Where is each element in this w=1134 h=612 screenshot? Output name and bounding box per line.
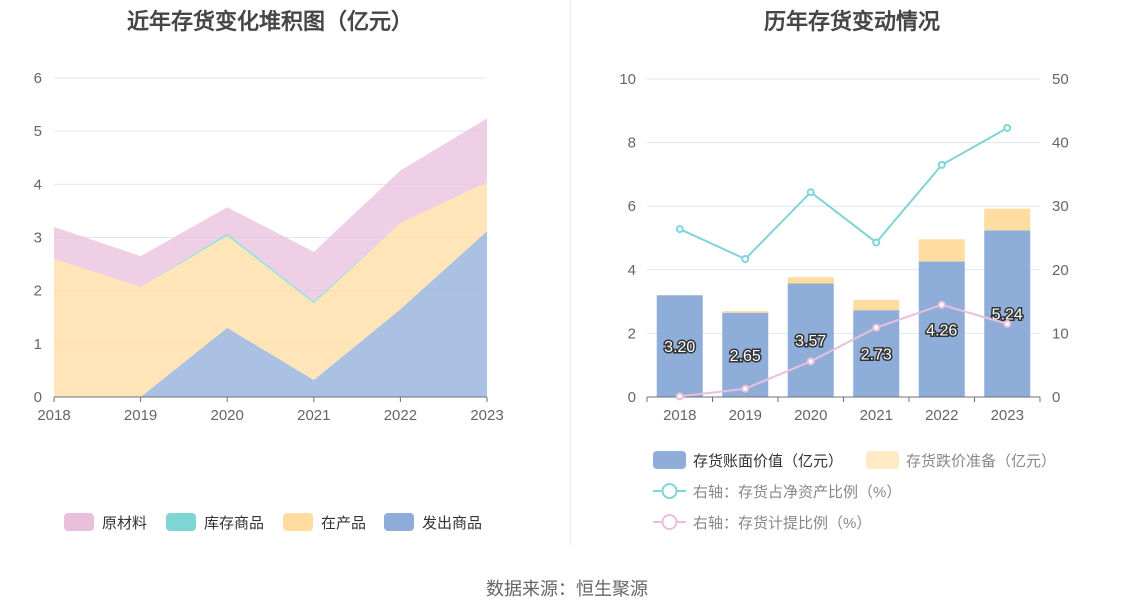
bar-存货跌价准备（亿元） [853, 300, 900, 311]
y2-tick-label: 10 [1052, 325, 1069, 342]
legend-label: 右轴：存货占净资产比例（%） [693, 484, 901, 501]
x-tick-label: 2020 [211, 407, 244, 424]
line-point [1003, 319, 1012, 328]
bar-data-label: 5.24 [992, 307, 1023, 324]
panel-divider [570, 0, 571, 545]
legend-swatch [653, 451, 686, 469]
legend-label: 原材料 [102, 515, 147, 532]
bar-存货跌价准备（亿元） [787, 277, 834, 284]
bar-存货账面价值（亿元） [787, 283, 834, 397]
y2-tick-label: 30 [1052, 198, 1069, 215]
legend-swatch [866, 451, 899, 469]
line-point [675, 392, 684, 401]
line-右轴：存货占净资产比例（%） [679, 127, 1008, 261]
line-point [675, 225, 684, 234]
bar-存货跌价准备（亿元） [722, 311, 769, 313]
legend-label: 在产品 [321, 515, 366, 532]
x-tick-label: 2019 [729, 407, 762, 424]
line-point [937, 300, 946, 309]
x-tick-label: 2021 [297, 407, 330, 424]
x-tick-label: 2023 [470, 407, 503, 424]
x-tick-label: 2019 [124, 407, 157, 424]
line-point [806, 357, 815, 366]
legend-label: 库存商品 [204, 515, 264, 532]
x-tick-label: 2021 [860, 407, 893, 424]
line-point [1003, 123, 1012, 132]
y-tick-label: 4 [628, 262, 636, 279]
line-右轴：存货计提比例（%） [679, 303, 1008, 398]
legend-label: 发出商品 [422, 515, 482, 532]
y2-tick-label: 40 [1052, 135, 1069, 152]
bar-存货跌价准备（亿元） [918, 239, 965, 262]
area-原材料 [54, 118, 487, 302]
y2-tick-label: 20 [1052, 262, 1069, 279]
y-tick-label: 6 [628, 198, 636, 215]
x-tick-label: 2022 [384, 407, 417, 424]
line-point [741, 384, 750, 393]
bar-data-label: 3.57 [795, 333, 826, 350]
y-tick-label: 2 [34, 283, 42, 300]
area-在产品 [54, 182, 487, 397]
bar-data-label: 2.73 [861, 347, 892, 364]
legend-marker [661, 483, 678, 499]
legend-label: 存货账面价值（亿元） [693, 453, 843, 470]
y-tick-label: 8 [628, 135, 636, 152]
y2-tick-label: 50 [1052, 71, 1069, 88]
legend-marker [661, 514, 678, 530]
x-tick-label: 2022 [925, 407, 958, 424]
bar-data-label: 3.20 [664, 339, 695, 356]
y-tick-label: 0 [628, 389, 636, 406]
legend-swatch [384, 513, 414, 531]
y-tick-label: 4 [34, 176, 42, 193]
right-chart-title: 历年存货变动情况 [763, 9, 940, 34]
legend-label: 右轴：存货计提比例（%） [693, 515, 871, 532]
y-tick-label: 10 [619, 71, 636, 88]
y-tick-label: 2 [628, 325, 636, 342]
legend-swatch [283, 513, 313, 531]
legend-swatch [64, 513, 94, 531]
bar-data-label: 4.26 [926, 322, 957, 339]
x-tick-label: 2018 [663, 407, 696, 424]
line-point [741, 254, 750, 263]
bar-存货账面价值（亿元） [918, 261, 965, 397]
line-point [937, 160, 946, 169]
y-tick-label: 0 [34, 389, 42, 406]
y-tick-label: 3 [34, 230, 42, 247]
y-tick-label: 5 [34, 123, 42, 140]
y-tick-label: 1 [34, 336, 42, 353]
area-发出商品 [54, 231, 487, 397]
x-tick-label: 2023 [991, 407, 1024, 424]
left-chart-title: 近年存货变化堆积图（亿元） [126, 9, 413, 34]
legend-swatch [166, 513, 196, 531]
line-point [872, 323, 881, 332]
bar-存货账面价值（亿元） [984, 230, 1031, 397]
bar-data-label: 2.65 [730, 348, 761, 365]
data-source: 数据来源：恒生聚源 [486, 579, 648, 599]
y2-tick-label: 0 [1052, 389, 1060, 406]
bar-存货账面价值（亿元） [656, 295, 703, 397]
y-tick-label: 6 [34, 70, 42, 87]
line-point [872, 238, 881, 247]
x-tick-label: 2020 [794, 407, 827, 424]
x-tick-label: 2018 [37, 407, 70, 424]
legend-label: 存货跌价准备（亿元） [906, 453, 1056, 470]
line-point [806, 188, 815, 197]
bar-存货跌价准备（亿元） [984, 208, 1031, 231]
